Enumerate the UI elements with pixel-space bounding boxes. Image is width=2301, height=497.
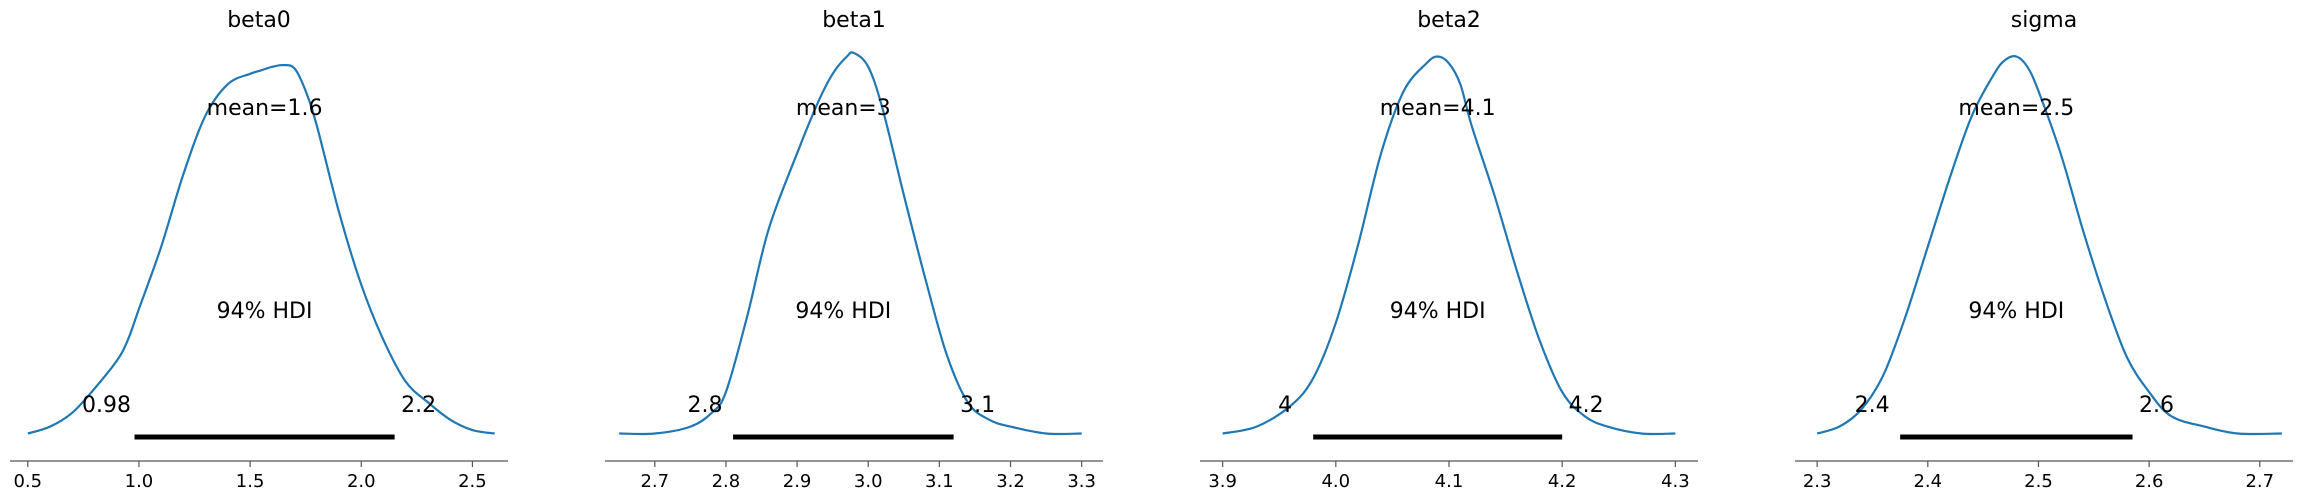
density-line [27, 63, 495, 435]
hdi-label: 94% HDI [1390, 299, 1486, 324]
x-tick-label: 1.0 [125, 471, 154, 492]
hdi-low-label: 4 [1278, 393, 1292, 418]
panel-sigma: sigma 2.3 2.4 2.5 2.6 2.7 2.4 2.6 mean=2.5 94% HD… [1795, 8, 2293, 492]
panel-beta0: beta0 0.5 1.0 1.5 2.0 2.5 0.98 2.2 mean=1.6 94% H… [10, 8, 508, 492]
x-tick-label: 2.4 [1913, 471, 1942, 492]
hdi-label: 94% HDI [1968, 299, 2064, 324]
hdi-high-label: 3.1 [960, 393, 995, 418]
x-tick-label: 2.6 [2135, 471, 2164, 492]
x-tick-label: 3.9 [1208, 471, 1237, 492]
hdi-label: 94% HDI [217, 299, 313, 324]
panel-title: beta2 [1417, 8, 1481, 33]
x-tick-label: 2.5 [2024, 471, 2053, 492]
panel-title: beta0 [227, 8, 291, 33]
mean-label: mean=2.5 [1958, 96, 2074, 121]
hdi-high-label: 2.2 [401, 393, 436, 418]
x-tick-label: 4.2 [1548, 471, 1577, 492]
panel-beta2: beta2 3.9 4.0 4.1 4.2 4.3 4 4.2 mean=4.1 94% HDI [1200, 8, 1698, 492]
panel-title: sigma [2011, 8, 2077, 33]
x-tick-label: 2.8 [712, 471, 741, 492]
hdi-high-label: 4.2 [1569, 393, 1604, 418]
x-tick-label: 2.7 [640, 471, 669, 492]
mean-label: mean=4.1 [1380, 96, 1496, 121]
x-tick-label: 4.0 [1321, 471, 1350, 492]
panel-title: beta1 [822, 8, 886, 33]
density-line [1222, 55, 1676, 436]
hdi-low-label: 2.4 [1855, 393, 1890, 418]
x-tick-label: 3.0 [854, 471, 883, 492]
mean-label: mean=3 [796, 96, 891, 121]
hdi-high-label: 2.6 [2139, 393, 2174, 418]
hdi-low-label: 2.8 [688, 393, 723, 418]
density-line [1816, 55, 2282, 436]
mean-label: mean=1.6 [207, 96, 323, 121]
x-tick-label: 2.0 [347, 471, 376, 492]
x-tick-label: 3.1 [925, 471, 954, 492]
x-tick-label: 2.9 [783, 471, 812, 492]
hdi-label: 94% HDI [795, 299, 891, 324]
x-tick-label: 2.3 [1803, 471, 1832, 492]
panel-beta1: beta1 2.7 2.8 2.9 3.0 3.1 3.2 3.3 2.8 3.1 mean=3 94… [605, 8, 1103, 492]
x-tick-label: 2.7 [2245, 471, 2274, 492]
x-tick-label: 1.5 [236, 471, 265, 492]
x-tick-label: 3.2 [996, 471, 1025, 492]
x-tick-label: 0.5 [13, 471, 42, 492]
x-tick-label: 2.5 [458, 471, 487, 492]
x-tick-label: 3.3 [1067, 471, 1096, 492]
x-tick-label: 4.3 [1661, 471, 1690, 492]
density-line [619, 51, 1082, 436]
x-tick-label: 4.1 [1435, 471, 1464, 492]
hdi-low-label: 0.98 [82, 393, 131, 418]
